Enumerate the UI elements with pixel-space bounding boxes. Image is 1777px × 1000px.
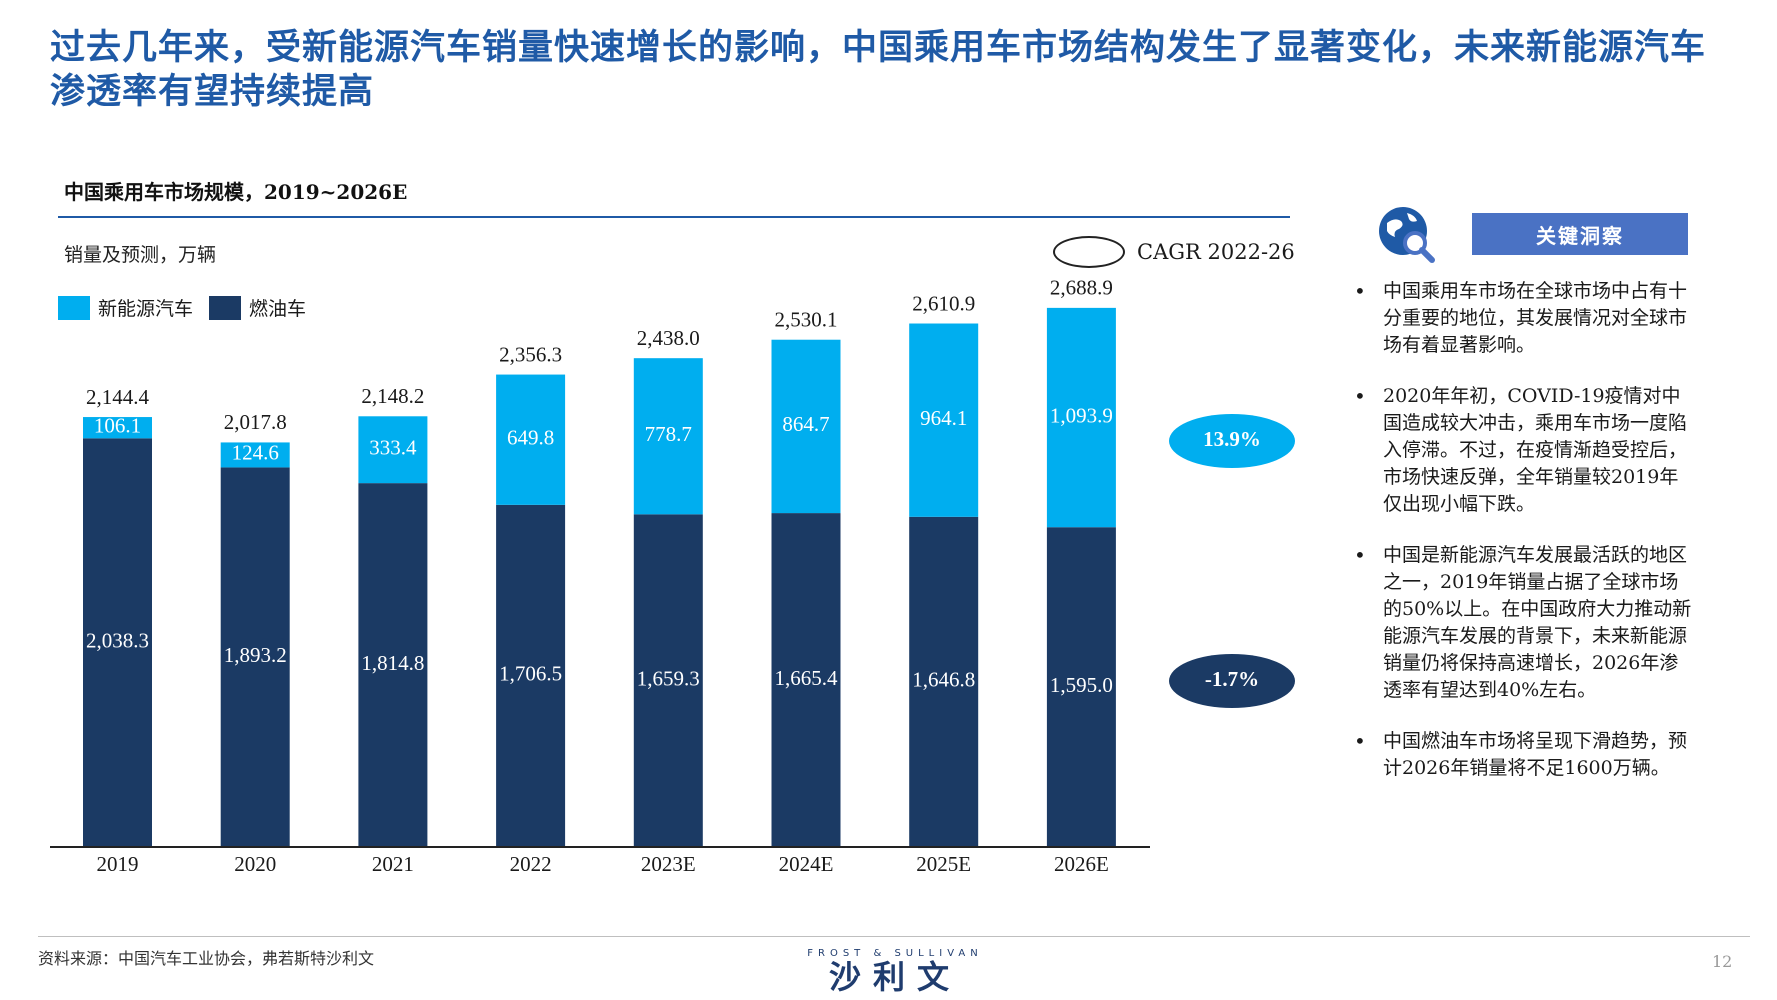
bar-ice: [220, 467, 290, 847]
x-tick-label: 2022: [510, 852, 552, 876]
data-label-ice: 1,706.5: [499, 662, 562, 686]
data-label-nev: 1,093.9: [1050, 403, 1113, 427]
page-number: 12: [1712, 952, 1733, 971]
chart-title: 中国乘用车市场规模，2019~2026E: [64, 180, 408, 204]
insight-bullet: 中国燃油车市场将呈现下滑趋势，预计2026年销量将不足1600万辆。: [1352, 728, 1692, 782]
data-label-ice: 1,659.3: [637, 666, 700, 690]
data-label-total: 2,144.4: [86, 385, 150, 409]
bar-nev: [358, 416, 428, 484]
data-label-total: 2,610.9: [912, 291, 975, 315]
bar-ice: [83, 438, 152, 847]
source-note: 资料来源：中国汽车工业协会，弗若斯特沙利文: [38, 949, 375, 968]
brand-logo: FROST & SULLIVAN 沙利文: [800, 948, 990, 995]
data-label-total: 2,356.3: [499, 342, 562, 366]
x-tick-label: 2025E: [916, 852, 971, 876]
insight-bullet: 2020年年初，COVID-19疫情对中国造成较大冲击，乘用车市场一度陷入停滞。…: [1352, 383, 1692, 518]
cagr-legend-ellipse: [1053, 236, 1125, 268]
bar-ice: [1046, 527, 1116, 847]
legend-label-nev: 新能源汽车: [98, 298, 194, 320]
x-tick-label: 2024E: [779, 852, 834, 876]
data-label-total: 2,438.0: [637, 326, 700, 350]
data-label-ice: 1,646.8: [912, 668, 975, 692]
bar-nev: [1046, 307, 1116, 528]
brand-logo-en: FROST & SULLIVAN: [807, 948, 983, 959]
bar-ice: [633, 514, 703, 847]
data-label-ice: 1,814.8: [361, 651, 424, 675]
data-label-total: 2,530.1: [775, 308, 838, 332]
data-label-ice: 2,038.3: [86, 628, 149, 652]
insight-title-badge: 关键洞察: [1472, 213, 1688, 255]
brand-logo-cn: 沙利文: [828, 958, 961, 996]
bar-ice: [771, 513, 841, 847]
x-tick-label: 2020: [234, 852, 276, 876]
footer-divider: [38, 936, 1750, 937]
title-divider: [58, 216, 1290, 218]
insight-bullet: 中国是新能源汽车发展最活跃的地区之一，2019年销量占据了全球市场的50%以上。…: [1352, 542, 1692, 704]
cagr-bubble-nev: [1169, 414, 1295, 468]
data-label-total: 2,148.2: [361, 384, 424, 408]
data-label-nev: 333.4: [369, 436, 417, 460]
insight-bullet: 中国乘用车市场在全球市场中占有十分重要的地位，其发展情况对全球市场有着显著影响。: [1352, 278, 1692, 359]
bar-nev: [83, 417, 152, 439]
bar-nev: [909, 323, 979, 517]
insight-header: 关键洞察: [1375, 203, 1688, 265]
stacked-bar-chart: 2,038.3 106.1 2,144.4 2019 1,893.2 124.6 2,017…: [50, 276, 1295, 876]
legend-item-ice: 燃油车: [209, 294, 306, 321]
bar-nev: [220, 442, 290, 468]
insight-list: 中国乘用车市场在全球市场中占有十分重要的地位，其发展情况对全球市场有着显著影响。…: [1352, 278, 1692, 806]
bar-nev: [633, 358, 703, 515]
bar-ice: [496, 504, 566, 847]
x-tick-label: 2021: [372, 852, 414, 876]
bar-nev: [496, 374, 566, 505]
data-label-nev: 106.1: [94, 413, 141, 437]
x-tick-label: 2019: [97, 852, 139, 876]
cagr-bubble-ice: [1169, 654, 1295, 708]
data-label-total: 2,017.8: [224, 410, 287, 434]
x-tick-label: 2023E: [641, 852, 696, 876]
y-axis-unit-label: 销量及预测，万辆: [64, 244, 217, 266]
legend-item-nev: 新能源汽车: [58, 294, 193, 321]
data-label-ice: 1,665.4: [775, 666, 839, 690]
x-tick-label: 2026E: [1054, 852, 1109, 876]
legend-swatch-nev: [58, 295, 90, 320]
bar-ice: [909, 516, 979, 847]
bar-nev: [771, 339, 841, 514]
cagr-value-ice: -1.7%: [1205, 667, 1259, 691]
cagr-value-nev: 13.9%: [1203, 427, 1261, 451]
data-label-nev: 649.8: [507, 426, 554, 450]
globe-search-icon: [1379, 207, 1435, 263]
data-label-nev: 864.7: [782, 412, 829, 436]
cagr-legend-label: CAGR 2022-26: [1137, 240, 1295, 264]
data-label-total: 2,688.9: [1050, 276, 1113, 300]
chart-legend: 新能源汽车 燃油车: [58, 294, 322, 321]
data-label-nev: 964.1: [920, 406, 967, 430]
data-label-ice: 1,595.0: [1050, 673, 1113, 697]
data-label-ice: 1,893.2: [224, 643, 287, 667]
data-label-nev: 124.6: [232, 441, 279, 465]
legend-swatch-ice: [209, 295, 242, 320]
cagr-legend: CAGR 2022-26: [1053, 236, 1295, 268]
page-headline: 过去几年来，受新能源汽车销量快速增长的影响，中国乘用车市场结构发生了显著变化，未…: [50, 28, 1707, 112]
data-label-nev: 778.7: [645, 422, 692, 446]
legend-label-ice: 燃油车: [249, 298, 307, 320]
bar-ice: [358, 483, 428, 847]
